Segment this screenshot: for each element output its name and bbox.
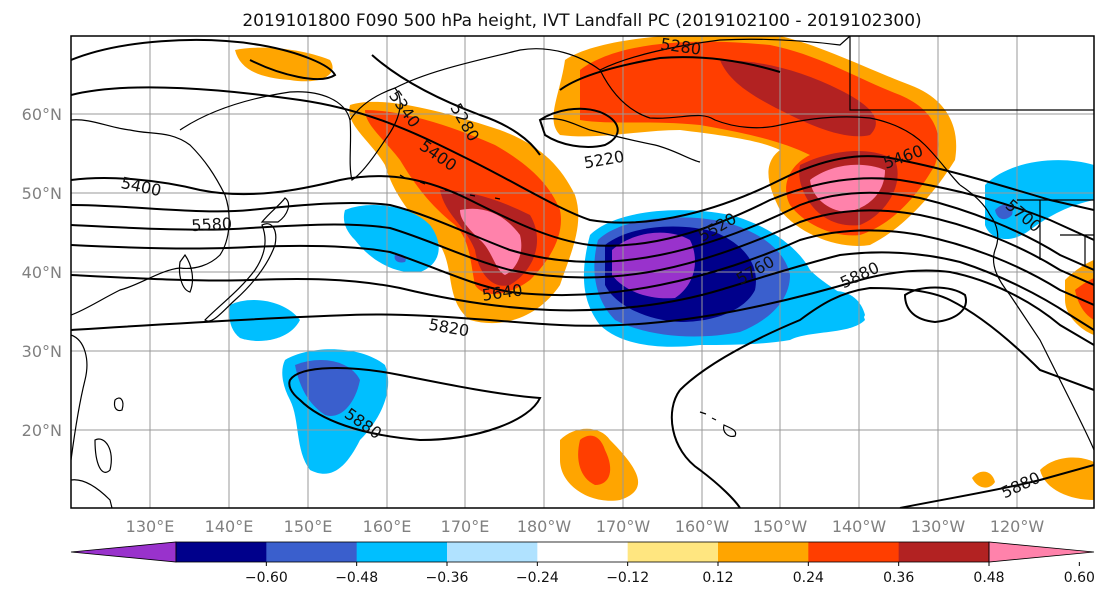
positive-anomaly-shading	[235, 36, 1094, 501]
colorbar-tick-label: −0.60	[245, 570, 288, 586]
lat-label: 20°N	[22, 421, 62, 440]
colorbar-swatch	[718, 542, 809, 562]
colorbar-swatch	[356, 542, 448, 562]
lon-label: 130°W	[911, 517, 966, 536]
longitude-labels: 130°E 140°E 150°E 160°E 170°E 180°W 170°…	[126, 517, 1045, 536]
colorbar-extend-high	[988, 541, 1095, 563]
lon-label: 130°E	[126, 517, 175, 536]
negative-anomaly-shading	[229, 160, 1094, 474]
colorbar-tick-label: 0.60	[1064, 570, 1095, 586]
lon-label: 140°W	[832, 517, 887, 536]
lon-label: 150°W	[753, 517, 808, 536]
lon-label: 160°W	[675, 517, 730, 536]
colorbar-swatch	[266, 542, 358, 562]
colorbar-swatch	[898, 542, 990, 562]
lon-label: 120°W	[990, 517, 1045, 536]
lat-label: 60°N	[22, 105, 62, 124]
latitude-labels: 60°N 50°N 40°N 30°N 20°N	[22, 105, 62, 440]
lon-label: 170°E	[441, 517, 490, 536]
lon-label: 160°E	[363, 517, 412, 536]
lon-label: 180°W	[517, 517, 572, 536]
map-title: 2019101800 F090 500 hPa height, IVT Land…	[242, 11, 921, 31]
colorbar-tick-label: 0.12	[702, 570, 733, 586]
colorbar-swatch	[808, 542, 900, 562]
colorbar	[70, 541, 1095, 563]
lon-label: 140°E	[205, 517, 254, 536]
coastlines	[71, 36, 1094, 508]
lon-label: 150°E	[284, 517, 333, 536]
contour-label: 5580	[191, 214, 233, 235]
map-frame	[70, 35, 1095, 509]
lat-label: 30°N	[22, 342, 62, 361]
colorbar-tick-label: −0.24	[516, 570, 559, 586]
colorbar-labels: −0.60 −0.48 −0.36 −0.24 −0.12 0.12 0.24 0.36 0.4…	[245, 562, 1095, 586]
colorbar-swatch	[447, 542, 538, 562]
colorbar-extend-low	[70, 541, 177, 563]
colorbar-swatch	[176, 542, 267, 562]
lon-label: 170°W	[596, 517, 651, 536]
map-panel: 5280 5400 5340 5400 5580 5640 5820 5880 …	[71, 34, 1094, 508]
colorbar-tick-label: 0.36	[883, 570, 914, 586]
graticule	[71, 36, 1094, 508]
colorbar-tick-label: −0.12	[606, 570, 649, 586]
colorbar-tick-label: −0.36	[426, 570, 469, 586]
colorbar-frame	[175, 541, 990, 563]
contour-label: 5280	[659, 34, 702, 58]
height-contours	[71, 39, 1094, 508]
colorbar-tick-label: 0.24	[793, 570, 824, 586]
colorbar-swatch	[627, 542, 719, 562]
colorbar-tick-label: 0.48	[973, 570, 1004, 586]
colorbar-tick-label: −0.48	[335, 570, 378, 586]
colorbar-swatch	[537, 542, 629, 562]
lat-label: 40°N	[22, 263, 62, 282]
lat-label: 50°N	[22, 184, 62, 203]
